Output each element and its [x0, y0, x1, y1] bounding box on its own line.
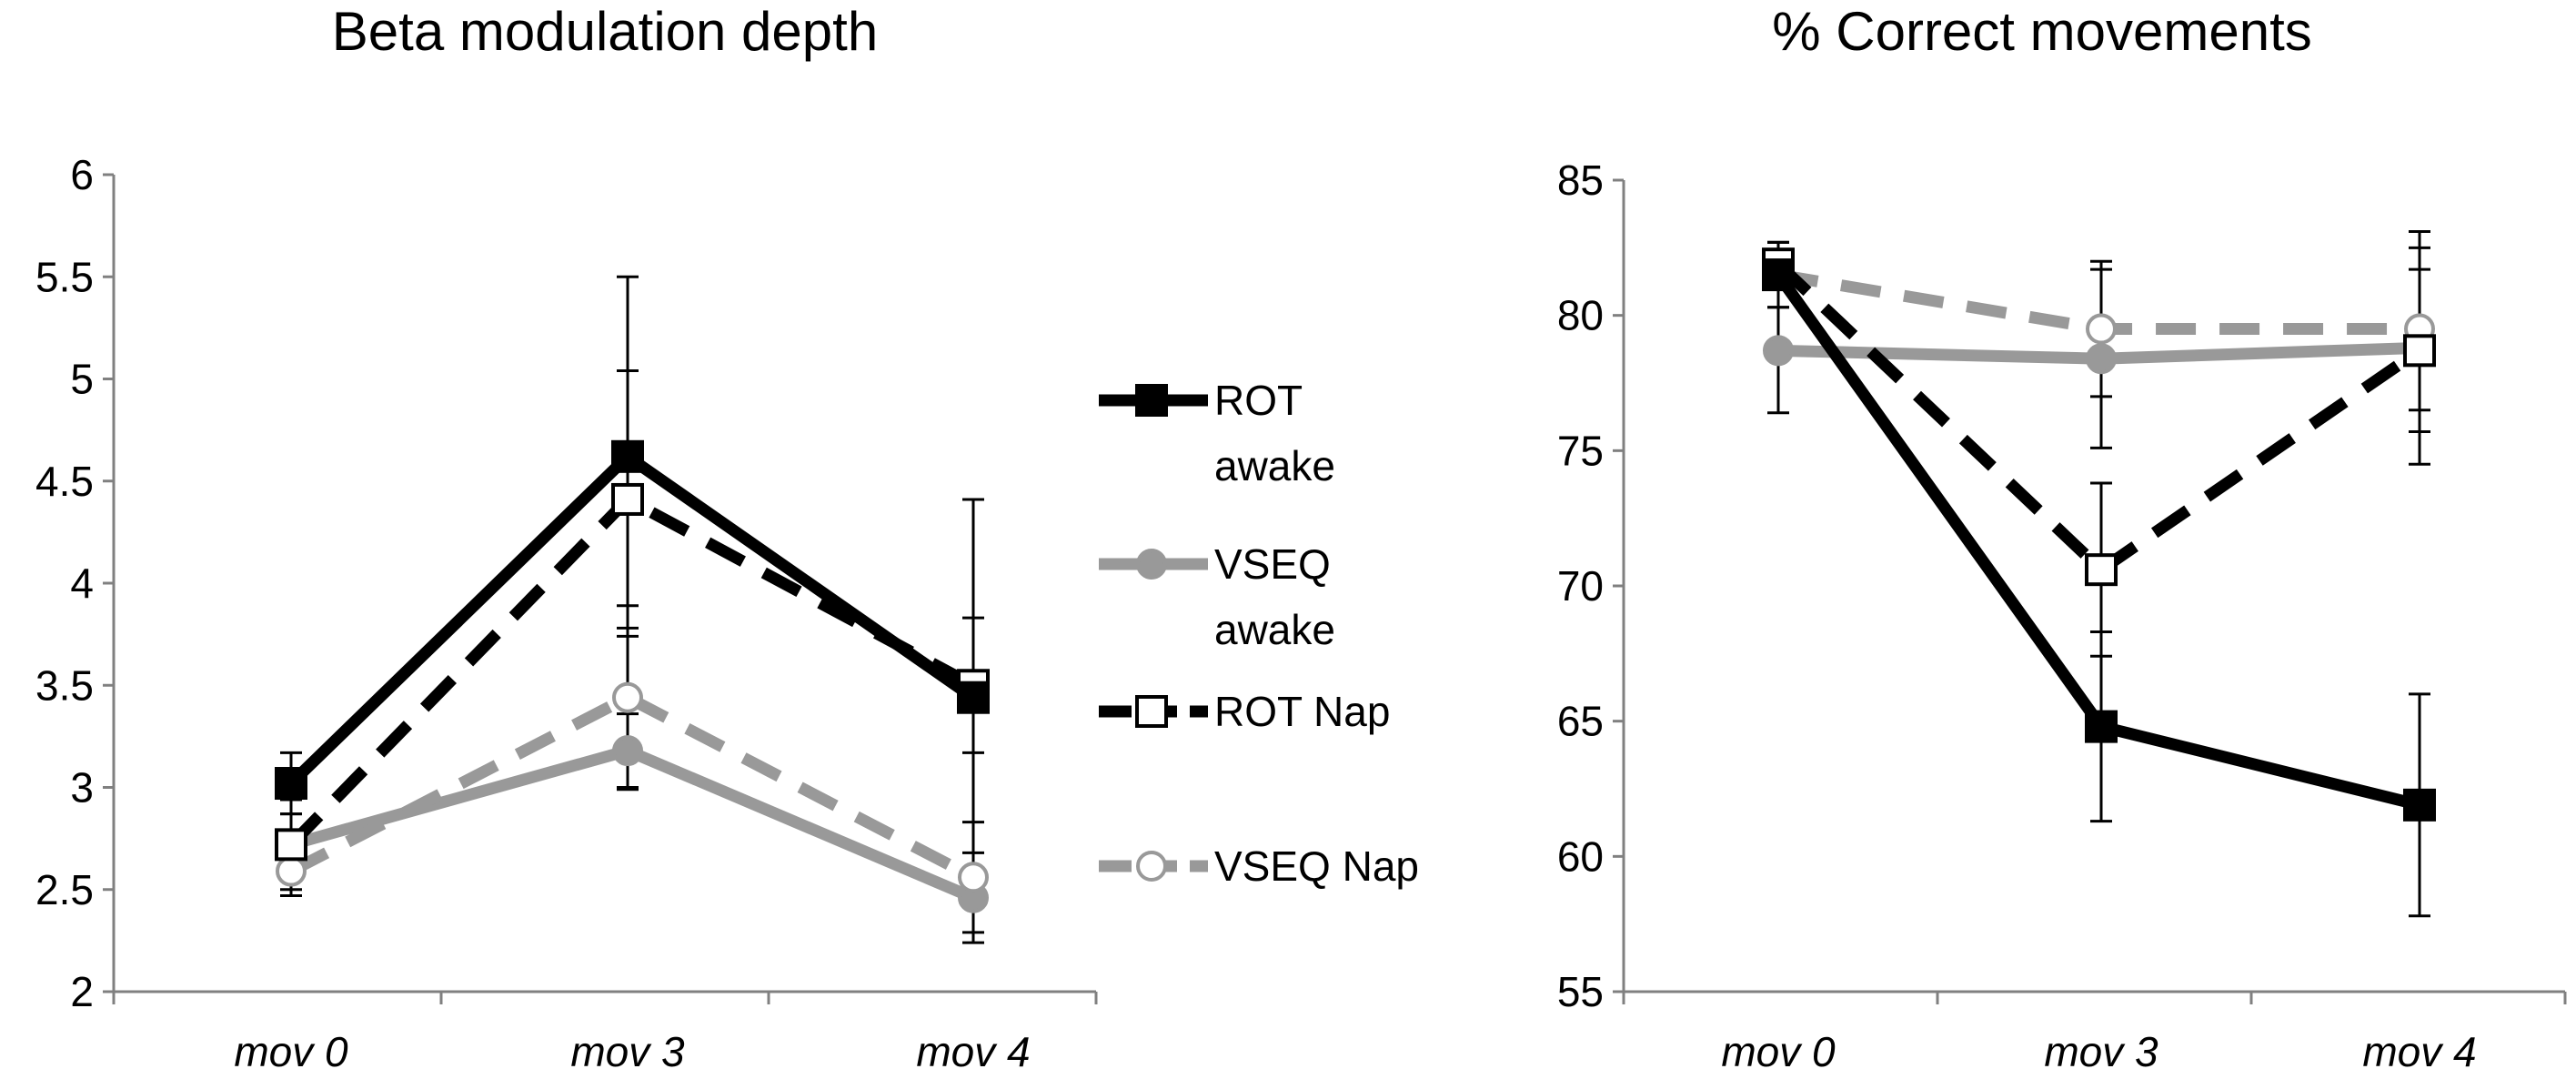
legend-marker — [1136, 851, 1167, 882]
x-category-label: mov 4 — [916, 1028, 1030, 1075]
chart-title: Beta modulation depth — [332, 1, 878, 62]
data-point — [276, 855, 307, 887]
legend-label: awake — [1214, 442, 1335, 489]
x-category-label: mov 0 — [234, 1028, 348, 1075]
y-tick-label: 5 — [70, 356, 94, 403]
legend: ROT awake VSEQ awake ROT Nap VSEQ Nap — [1099, 377, 1419, 890]
legend-marker — [1135, 695, 1168, 728]
y-tick-label: 70 — [1557, 562, 1604, 610]
series-line — [288, 691, 976, 883]
y-tick-label: 2 — [70, 968, 94, 1015]
x-category-label: mov 0 — [1721, 1028, 1836, 1075]
y-tick-label: 2.5 — [35, 866, 94, 913]
data-point — [958, 862, 989, 893]
series-vseq_nap — [276, 681, 989, 893]
y-tick-label: 55 — [1557, 968, 1604, 1015]
data-point — [1762, 258, 1795, 292]
legend-label: VSEQ — [1214, 540, 1331, 588]
data-point — [1763, 335, 1794, 367]
y-tick-label: 5.5 — [35, 253, 94, 300]
data-point — [611, 482, 644, 516]
data-point — [275, 828, 307, 862]
chart-percent-correct-movements: % Correct movements 55 60 65 70 75 80 85 mov 0 m… — [1557, 1, 2567, 1075]
y-tick-label: 85 — [1557, 156, 1604, 204]
axes: 55 60 65 70 75 80 85 mov 0 mov 3 mov 4 — [1557, 156, 2567, 1075]
data-point — [275, 767, 307, 801]
series-rot_awake — [1762, 258, 2436, 822]
data-point — [2403, 334, 2436, 368]
legend-marker — [1135, 384, 1168, 417]
series-rot_awake — [275, 439, 990, 801]
series-line — [287, 491, 977, 849]
y-tick-label: 6 — [70, 151, 94, 198]
y-tick-label: 3 — [70, 764, 94, 812]
series-vseq_nap — [1763, 259, 2435, 345]
legend-label: ROT Nap — [1214, 688, 1390, 735]
data-point — [612, 681, 643, 713]
legend-label: VSEQ Nap — [1214, 842, 1419, 890]
y-tick-label: 3.5 — [35, 661, 94, 709]
data-point — [2085, 553, 2118, 587]
y-tick-label: 80 — [1557, 292, 1604, 339]
data-point — [957, 681, 990, 714]
legend-item-vseq_nap: VSEQ Nap — [1099, 842, 1419, 890]
chart-beta-modulation-depth: Beta modulation depth 2 2.5 3 3.5 4 4.5 5 5.5 6 m… — [35, 1, 1098, 1075]
series-rot_nap — [1762, 247, 2436, 587]
data-point — [2403, 788, 2436, 822]
y-tick-label: 60 — [1557, 832, 1604, 880]
axes: 2 2.5 3 3.5 4 4.5 5 5.5 6 mov 0 mov 3 mov 4 — [35, 151, 1098, 1075]
chart-title: % Correct movements — [1772, 1, 2312, 62]
legend-label: ROT — [1214, 377, 1303, 424]
y-tick-label: 65 — [1557, 698, 1604, 745]
x-category-label: mov 3 — [2044, 1028, 2158, 1075]
data-point — [2086, 343, 2117, 375]
data-point — [611, 439, 644, 473]
y-tick-label: 4 — [70, 560, 94, 607]
legend-label: awake — [1214, 606, 1335, 653]
y-tick-label: 4.5 — [35, 458, 94, 505]
legend-item-rot_awake: ROT awake — [1099, 377, 1335, 489]
y-tick-label: 75 — [1557, 427, 1604, 474]
legend-marker — [1136, 549, 1167, 580]
series-line — [1774, 259, 2423, 578]
x-category-label: mov 3 — [570, 1028, 685, 1075]
legend-item-vseq_awake: VSEQ awake — [1099, 540, 1335, 653]
data-point — [2085, 710, 2118, 743]
error-bars — [280, 275, 984, 944]
legend-item-rot_nap: ROT Nap — [1099, 688, 1390, 735]
data-point — [2086, 313, 2117, 345]
series-rot_nap — [275, 482, 990, 862]
data-point — [612, 735, 643, 767]
x-category-label: mov 4 — [2362, 1028, 2476, 1075]
